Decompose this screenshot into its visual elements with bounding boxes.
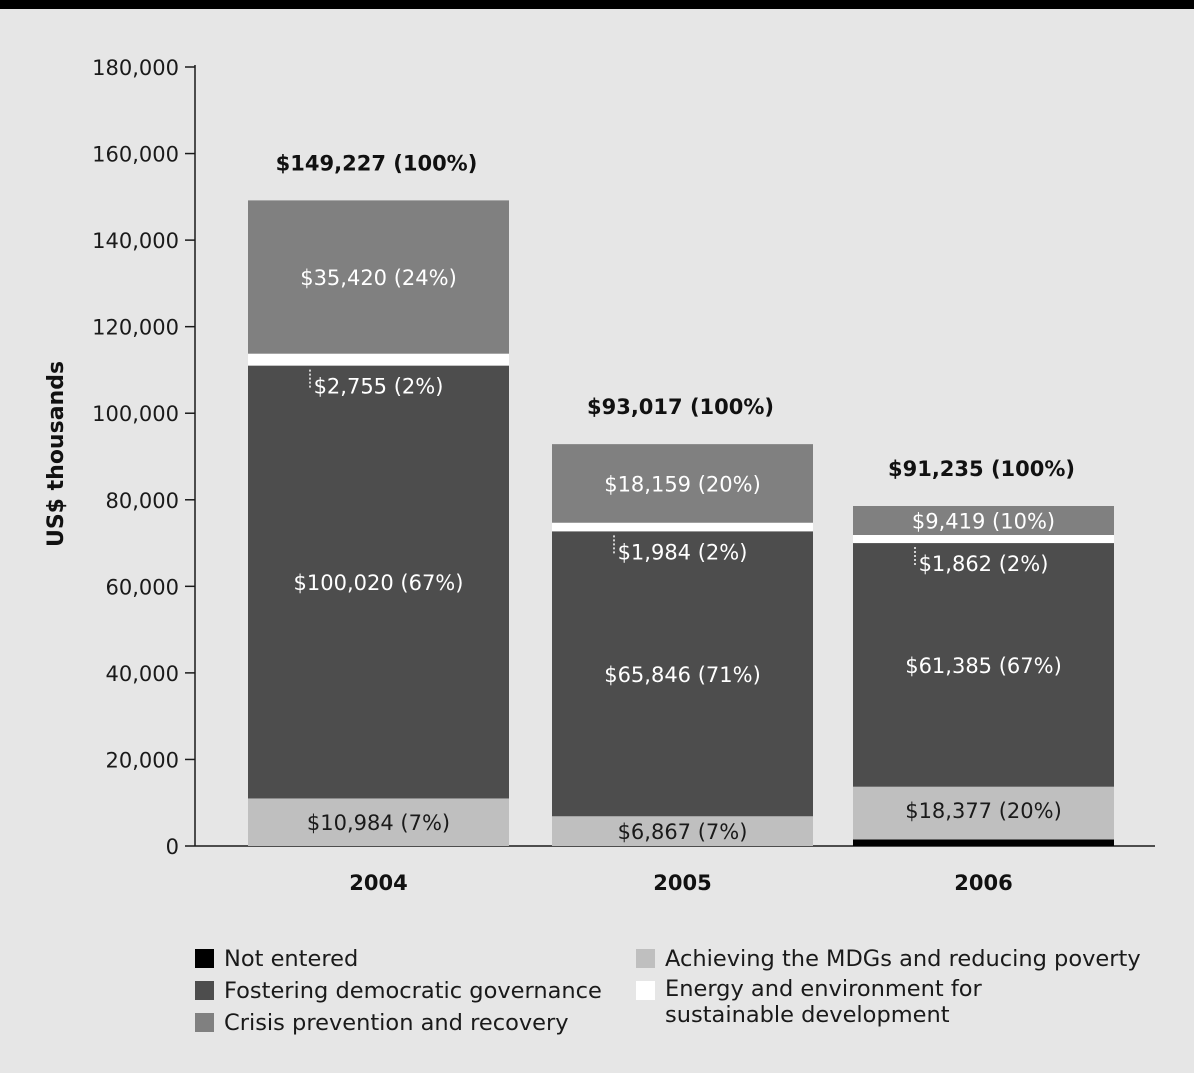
data-label-energy: $1,984 (2%) — [618, 540, 748, 564]
bar-segment-energy — [853, 534, 1114, 544]
bar-segment-governance — [853, 543, 1114, 787]
data-label-crisis: $35,420 (24%) — [300, 266, 457, 290]
bar-segment-governance — [552, 531, 813, 817]
y-tick-label: 100,000 — [92, 402, 179, 426]
total-label: $93,017 (100%) — [587, 395, 774, 419]
bar-segment-crisis — [853, 506, 1114, 535]
bar-segment-mdg — [248, 798, 509, 846]
bar-segment-energy — [552, 522, 813, 532]
data-label-energy: $1,862 (2%) — [919, 552, 1049, 576]
x-tick-label: 2004 — [349, 871, 407, 895]
y-tick-label: 140,000 — [92, 229, 179, 253]
total-label: $91,235 (100%) — [888, 457, 1075, 481]
bar-segment-crisis — [248, 200, 509, 354]
y-tick-label: 180,000 — [92, 56, 179, 80]
bar-segment-energy — [248, 353, 509, 366]
data-labels: $10,984 (7%) $100,020 (67%) $2,755 (2%) $35… — [276, 151, 1075, 844]
data-label-mdg: $10,984 (7%) — [307, 811, 450, 835]
bar-segment-crisis — [552, 444, 813, 523]
y-tick-label: 120,000 — [92, 316, 179, 340]
y-axis: 0 20,000 40,000 60,000 80,000 100,000 120,000 1… — [92, 56, 1155, 895]
bars — [248, 200, 1114, 846]
data-label-crisis: $9,419 (10%) — [912, 509, 1055, 533]
bar-segment-mdg — [853, 786, 1114, 840]
top-border-bar — [0, 0, 1194, 9]
y-axis-label: US$ thousands — [44, 361, 69, 547]
data-label-governance: $61,385 (67%) — [905, 654, 1062, 678]
y-tick-label: 0 — [166, 835, 179, 859]
x-tick-label: 2005 — [653, 871, 711, 895]
data-label-energy: $2,755 (2%) — [314, 375, 444, 399]
bar-segment-governance — [248, 365, 509, 799]
total-label: $149,227 (100%) — [276, 151, 478, 175]
y-tick-label: 20,000 — [106, 748, 179, 772]
data-label-crisis: $18,159 (20%) — [604, 472, 761, 496]
y-tick-label: 160,000 — [92, 143, 179, 167]
bar-segment-not_entered — [853, 839, 1114, 846]
x-tick-label: 2006 — [954, 871, 1012, 895]
data-label-mdg: $18,377 (20%) — [905, 799, 1062, 823]
data-label-mdg: $6,867 (7%) — [618, 820, 748, 844]
data-label-governance: $65,846 (71%) — [604, 663, 761, 687]
data-label-governance: $100,020 (67%) — [294, 571, 464, 595]
bar-segment-mdg — [552, 816, 813, 846]
y-tick-label: 60,000 — [106, 575, 179, 599]
y-tick-label: 80,000 — [106, 489, 179, 513]
y-tick-label: 40,000 — [106, 662, 179, 686]
